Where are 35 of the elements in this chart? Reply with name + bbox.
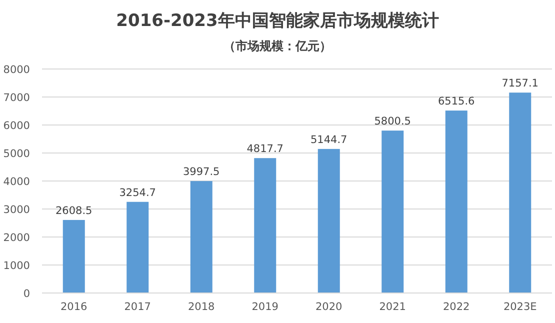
bar: [254, 158, 276, 293]
x-tick-label: 2017: [124, 301, 151, 313]
bar: [445, 110, 468, 293]
y-tick-label: 5000: [3, 148, 30, 160]
y-tick-label: 7000: [3, 92, 30, 104]
bar: [318, 148, 340, 293]
x-tick-label: 2018: [188, 301, 215, 313]
y-tick-label: 1000: [3, 260, 30, 272]
x-tick-label: 2021: [379, 301, 406, 313]
chart-title: 2016-2023年中国智能家居市场规模统计: [116, 11, 439, 31]
x-tick-label: 2020: [316, 301, 342, 313]
bar: [190, 181, 212, 293]
bar: [382, 130, 404, 293]
bar: [126, 202, 149, 293]
y-tick-label: 4000: [3, 176, 30, 188]
x-tick-label: 2023E: [503, 301, 537, 313]
data-label: 4817.7: [246, 143, 284, 156]
bar: [62, 220, 85, 293]
chart-subtitle: （市场规模：亿元）: [224, 39, 332, 53]
x-tick-label: 2022: [443, 301, 470, 313]
data-label: 6515.6: [438, 96, 476, 108]
data-label: 3254.7: [119, 186, 156, 199]
data-label: 5144.7: [310, 134, 348, 146]
y-tick-label: 3000: [3, 204, 30, 216]
y-tick-label: 8000: [3, 64, 30, 76]
data-label: 3997.5: [183, 166, 220, 178]
data-label: 7157.1: [502, 78, 538, 90]
x-tick-label: 2019: [252, 301, 278, 313]
x-tick-label: 2016: [60, 301, 88, 313]
data-label: 2608.5: [56, 204, 92, 217]
y-tick-label: 6000: [3, 120, 30, 132]
data-label: 5800.5: [374, 116, 411, 128]
bar: [509, 92, 532, 293]
y-tick-label: 0: [23, 288, 30, 300]
y-tick-label: 2000: [3, 232, 30, 244]
